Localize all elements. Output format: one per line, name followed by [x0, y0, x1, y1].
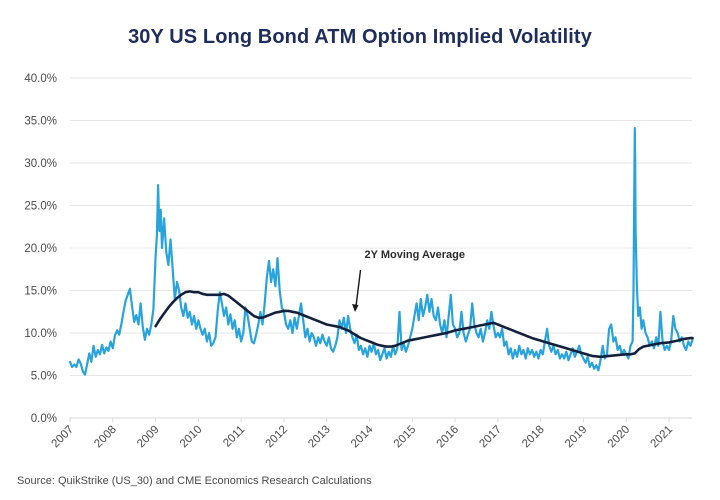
- x-tick-label: 2018: [520, 424, 547, 451]
- y-tick-label: 10.0%: [24, 328, 57, 340]
- x-tick-label: 2008: [92, 424, 119, 451]
- chart-title: 30Y US Long Bond ATM Option Implied Vola…: [128, 26, 592, 48]
- annotation-layer: 2Y Moving Average: [352, 249, 465, 312]
- y-tick-label: 35.0%: [24, 116, 57, 128]
- y-tick-label: 25.0%: [24, 201, 57, 213]
- series-2y-moving-average: [154, 290, 694, 359]
- x-tick-label: 2010: [178, 424, 205, 451]
- series-implied-volatility: [68, 127, 694, 376]
- series-layer: [68, 127, 694, 376]
- y-tick-label: 20.0%: [24, 243, 57, 255]
- x-tick-label: 2009: [135, 424, 162, 451]
- x-tick-label: 2015: [392, 424, 419, 451]
- annotation-label: 2Y Moving Average: [365, 249, 465, 261]
- moving-average-line: [154, 290, 694, 359]
- x-tick-label: 2013: [306, 424, 333, 451]
- gridlines: [70, 77, 692, 419]
- x-tick-label: 2011: [221, 424, 247, 450]
- x-tick-label: 2017: [477, 424, 504, 451]
- y-tick-label: 15.0%: [24, 286, 57, 298]
- x-tick-label: 2021: [649, 424, 676, 451]
- x-tick-label: 2012: [263, 424, 290, 451]
- x-tick-label: 2020: [606, 424, 633, 451]
- y-tick-label: 5.0%: [31, 371, 57, 383]
- y-tick-label: 40.0%: [24, 73, 57, 85]
- x-tick-label: 2019: [563, 424, 590, 451]
- y-tick-label: 0.0%: [31, 413, 57, 425]
- x-tick-label: 2016: [435, 424, 462, 451]
- annotation-arrowhead: [352, 304, 359, 312]
- annotation-arrow: [354, 269, 362, 311]
- y-tick-label: 30.0%: [24, 158, 57, 170]
- x-axis-ticks: 2007 2008 2009 2010 2011 2012 2013 2014 2015 2016…: [50, 418, 676, 451]
- source-note: Source: QuikStrike (US_30) and CME Econo…: [17, 475, 372, 487]
- x-tick-label: 2007: [50, 424, 77, 451]
- x-tick-label: 2014: [349, 423, 376, 450]
- y-axis-ticks: 0.0% 5.0% 10.0% 15.0% 20.0% 25.0% 30.0% 35.0% 40…: [24, 73, 57, 425]
